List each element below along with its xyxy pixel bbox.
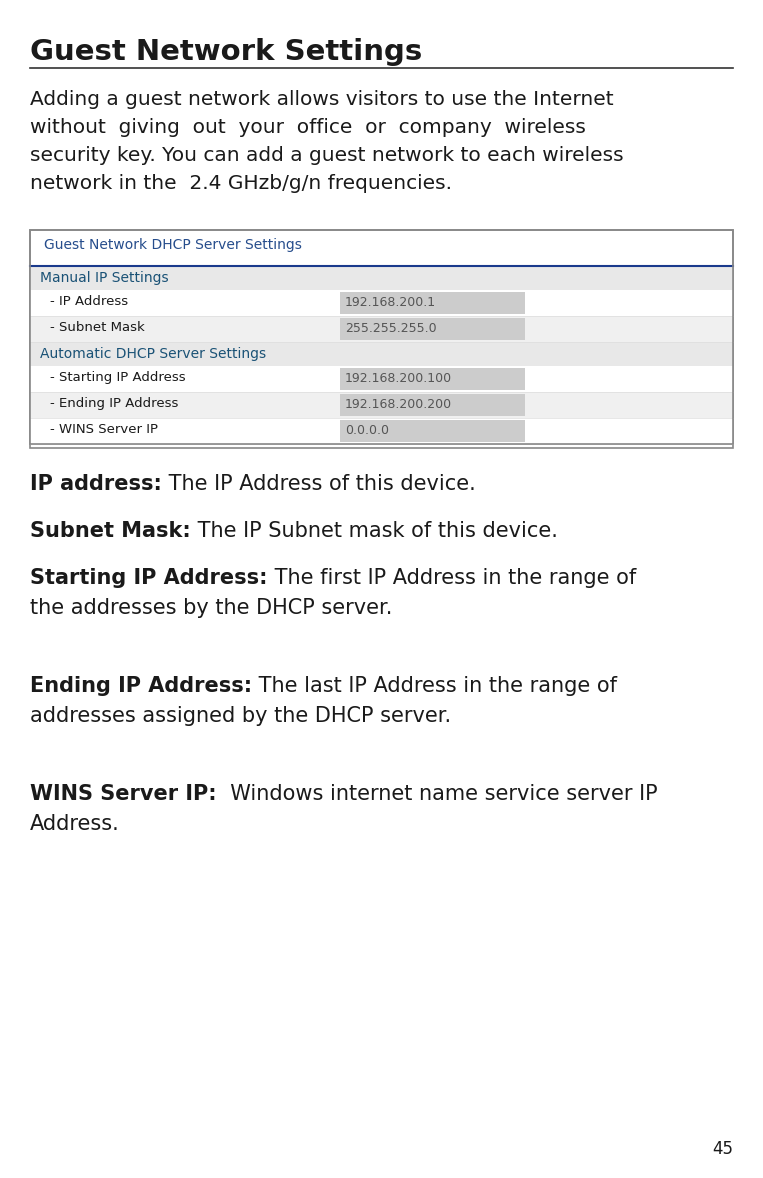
Text: The last IP Address in the range of: The last IP Address in the range of bbox=[252, 676, 617, 696]
Text: without  giving  out  your  office  or  company  wireless: without giving out your office or compan… bbox=[30, 118, 586, 137]
Bar bbox=[340, 368, 525, 390]
Text: 0.0.0.0: 0.0.0.0 bbox=[345, 424, 389, 437]
Bar bbox=[30, 342, 733, 366]
Bar bbox=[30, 392, 733, 418]
Text: Guest Network DHCP Server Settings: Guest Network DHCP Server Settings bbox=[44, 238, 302, 252]
Text: security key. You can add a guest network to each wireless: security key. You can add a guest networ… bbox=[30, 146, 623, 165]
Bar bbox=[30, 290, 733, 316]
Text: - WINS Server IP: - WINS Server IP bbox=[50, 423, 158, 436]
Text: The first IP Address in the range of: The first IP Address in the range of bbox=[268, 569, 636, 589]
Text: the addresses by the DHCP server.: the addresses by the DHCP server. bbox=[30, 598, 392, 618]
Text: Guest Network Settings: Guest Network Settings bbox=[30, 38, 422, 66]
Bar bbox=[340, 292, 525, 315]
Bar bbox=[340, 421, 525, 442]
Bar bbox=[340, 393, 525, 416]
Text: 192.168.200.100: 192.168.200.100 bbox=[345, 372, 452, 385]
Text: 192.168.200.1: 192.168.200.1 bbox=[345, 296, 436, 309]
Text: Ending IP Address:: Ending IP Address: bbox=[30, 676, 252, 696]
Text: Adding a guest network allows visitors to use the Internet: Adding a guest network allows visitors t… bbox=[30, 90, 613, 110]
Bar bbox=[30, 418, 733, 444]
Text: addresses assigned by the DHCP server.: addresses assigned by the DHCP server. bbox=[30, 707, 451, 727]
Text: Address.: Address. bbox=[30, 814, 120, 834]
Bar bbox=[30, 230, 733, 444]
Text: - IP Address: - IP Address bbox=[50, 294, 128, 307]
Text: Manual IP Settings: Manual IP Settings bbox=[40, 271, 169, 285]
Text: IP address:: IP address: bbox=[30, 474, 162, 494]
Bar bbox=[30, 366, 733, 392]
Bar bbox=[340, 318, 525, 340]
Bar bbox=[30, 230, 733, 448]
Text: 255.255.255.0: 255.255.255.0 bbox=[345, 322, 436, 335]
Bar bbox=[30, 266, 733, 290]
Text: - Ending IP Address: - Ending IP Address bbox=[50, 397, 179, 410]
Bar bbox=[30, 316, 733, 342]
Text: Windows internet name service server IP: Windows internet name service server IP bbox=[217, 785, 657, 805]
Text: Automatic DHCP Server Settings: Automatic DHCP Server Settings bbox=[40, 348, 266, 360]
Text: - Subnet Mask: - Subnet Mask bbox=[50, 320, 145, 335]
Text: network in the  2.4 GHzb/g/n frequencies.: network in the 2.4 GHzb/g/n frequencies. bbox=[30, 174, 452, 193]
Text: Starting IP Address:: Starting IP Address: bbox=[30, 569, 268, 589]
Text: - Starting IP Address: - Starting IP Address bbox=[50, 371, 185, 384]
Text: WINS Server IP:: WINS Server IP: bbox=[30, 785, 217, 805]
Text: Subnet Mask:: Subnet Mask: bbox=[30, 521, 191, 541]
Text: 192.168.200.200: 192.168.200.200 bbox=[345, 398, 452, 411]
Text: 45: 45 bbox=[712, 1140, 733, 1158]
Text: The IP Address of this device.: The IP Address of this device. bbox=[162, 474, 475, 494]
Text: The IP Subnet mask of this device.: The IP Subnet mask of this device. bbox=[191, 521, 558, 541]
